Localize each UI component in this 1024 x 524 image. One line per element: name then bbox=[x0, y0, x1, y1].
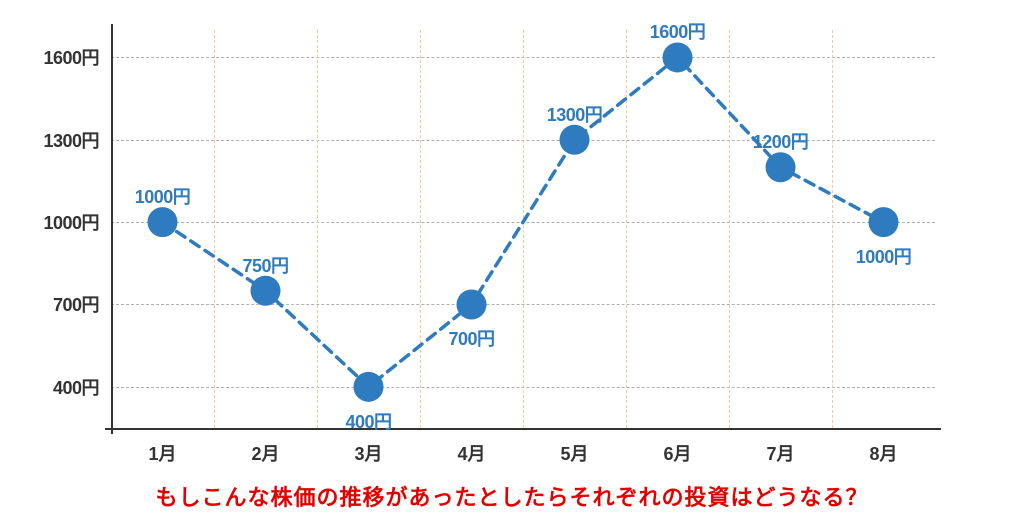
x-axis-label: 2月 bbox=[251, 440, 279, 466]
data-point bbox=[251, 276, 281, 306]
x-axis-label: 5月 bbox=[560, 440, 588, 466]
grid-vertical bbox=[832, 30, 833, 428]
x-axis-label: 6月 bbox=[663, 440, 691, 466]
x-axis-label: 3月 bbox=[354, 440, 382, 466]
y-axis-label: 700円 bbox=[53, 291, 99, 317]
plot-area: 400円700円1000円1300円1600円1月2月3月4月5月6月7月8月1… bbox=[111, 30, 935, 428]
y-axis-label: 400円 bbox=[53, 374, 99, 400]
grid-vertical bbox=[729, 30, 730, 428]
data-point-label: 1300円 bbox=[547, 101, 603, 127]
x-axis-label: 4月 bbox=[457, 440, 485, 466]
data-point-label: 750円 bbox=[242, 252, 288, 278]
x-axis-label: 1月 bbox=[148, 440, 176, 466]
grid-vertical bbox=[523, 30, 524, 428]
data-point-label: 1000円 bbox=[135, 183, 191, 209]
grid-vertical bbox=[626, 30, 627, 428]
x-axis-label: 8月 bbox=[869, 440, 897, 466]
y-axis bbox=[111, 24, 113, 434]
grid-vertical bbox=[420, 30, 421, 428]
data-point-label: 1000円 bbox=[856, 243, 912, 269]
stock-price-chart: 400円 700円 1000円 1300円 1600円 1月 2月 3月 4月 5月 6月 7月 8月 1… bbox=[0, 0, 1024, 524]
chart-caption: もしこんな株価の推移があったとしたらそれぞれの投資はどうなる？ bbox=[0, 480, 1024, 512]
y-axis-label: 1300円 bbox=[43, 127, 99, 153]
data-point-label: 400円 bbox=[345, 408, 391, 434]
grid-vertical bbox=[317, 30, 318, 428]
x-axis-label: 7月 bbox=[766, 440, 794, 466]
y-axis-label: 1000円 bbox=[43, 209, 99, 235]
x-axis bbox=[105, 428, 941, 430]
y-axis-label: 1600円 bbox=[43, 44, 99, 70]
data-point-label: 700円 bbox=[448, 325, 494, 351]
data-point-label: 1600円 bbox=[650, 18, 706, 44]
grid-vertical bbox=[214, 30, 215, 428]
data-point bbox=[766, 152, 796, 182]
data-point-label: 1200円 bbox=[753, 128, 809, 154]
